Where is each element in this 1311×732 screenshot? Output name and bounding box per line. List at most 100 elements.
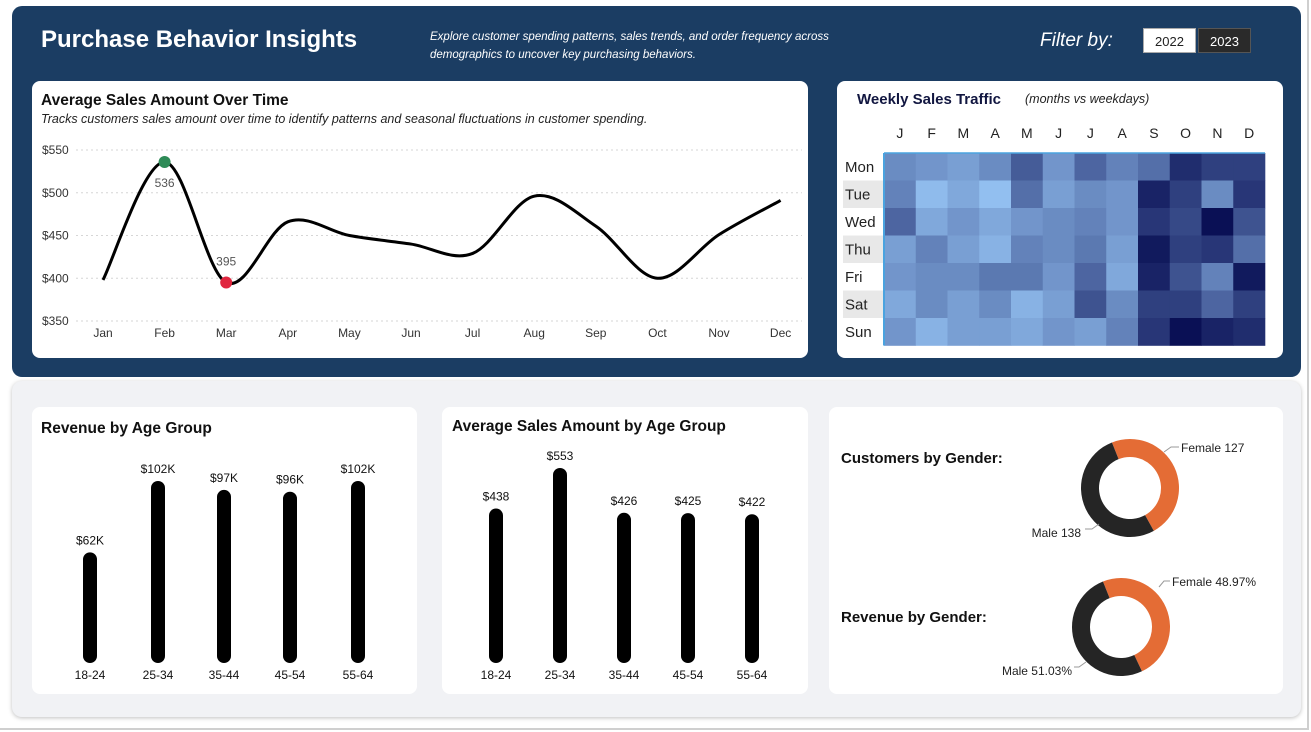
bar-value-label: $62K [76,533,104,547]
revenue-female-label: Female 48.97% [1172,575,1256,589]
bar-value-label: $426 [611,494,638,508]
bar-value-label: $553 [547,449,574,463]
heatmap-cell [1011,235,1044,264]
bar-category-label: 45-54 [275,668,306,682]
heatmap-month-label: D [1244,125,1254,141]
heatmap-cell [1042,153,1075,181]
heatmap-cell [947,153,980,181]
heatmap-cell [884,180,917,209]
heatmap-cell [947,180,980,209]
heatmap-cell [979,290,1012,319]
bar [217,489,231,663]
heatmap-month-label: A [990,125,1000,141]
heatmap-month-label: J [1055,125,1062,141]
heatmap-cell [1138,208,1171,236]
revenue-bar-chart: $62K 18-24 $102K 25-34 $97K 35-44 $96K 45-54 $10… [75,462,376,682]
x-tick-label: May [338,326,361,340]
heatmap-cell [915,153,948,181]
bar [745,514,759,663]
x-tick-label: Nov [708,326,729,340]
heatmap-cell [1074,290,1107,319]
customers-female-label: Female 127 [1181,441,1245,455]
x-tick-label: Oct [648,326,667,340]
y-tick-label: $550 [42,143,69,157]
revenue-chart-title: Revenue by Age Group [41,420,212,437]
heatmap-cell [1074,153,1107,181]
heatmap-cell [1042,208,1075,236]
x-tick-label: Mar [216,326,237,340]
heatmap-cell [1011,180,1044,209]
heatmap-cell [1169,263,1202,291]
heatmap-cell [1042,290,1075,319]
bar-value-label: $97K [210,471,238,485]
heatmap-cell [1074,263,1107,291]
heatmap-cell [979,153,1012,181]
revenue-male-leader [1074,661,1087,668]
heatmap-cell [1042,180,1075,209]
revenue-male-label: Male 51.03% [1002,664,1072,678]
customers-male-leader [1085,523,1100,530]
heatmap-cell [1042,318,1075,346]
heatmap-cell [1169,318,1202,346]
bar [83,552,97,663]
heatmap-cell [1233,208,1266,236]
heatmap-cell [884,318,917,346]
bar-value-label: $422 [739,495,766,509]
heatmap-day-label: Sun [845,324,872,341]
heatmap-cell [1138,235,1171,264]
customers-female-leader [1163,446,1179,453]
sales-line [101,160,782,286]
heatmap-cell [979,180,1012,209]
filter-label: Filter by: [1040,30,1113,51]
heatmap-cell [979,263,1012,291]
y-tick-label: $400 [42,271,69,285]
year-2022-button[interactable]: 2022 [1143,28,1196,53]
heatmap-cell [1011,318,1044,346]
gender-donut-charts: Female 127 Male 138 Female 48.97% Male 51.0… [1002,438,1256,678]
heatmap-month-label: O [1180,125,1191,141]
heatmap-cell [1074,180,1107,209]
heatmap-month-label: J [1087,125,1094,141]
heatmap-chart: J F M A M J J A S O N D Mon Tue Wed Thu Fri Sat Sun [843,125,1266,346]
heatmap-cell [1201,180,1234,209]
page-subtitle: Explore customer spending patterns, sale… [430,31,829,61]
bar-category-label: 25-34 [545,668,576,682]
line-chart-title: Average Sales Amount Over Time [41,92,289,109]
heatmap-month-label: A [1117,125,1127,141]
heatmap-cell [915,290,948,319]
page-title: Purchase Behavior Insights [41,26,358,53]
heatmap-cell [1233,180,1266,209]
heatmap-cell [1201,263,1234,291]
heatmap-row-band [843,290,883,318]
heatmap-cell [1201,208,1234,236]
heatmap-cell [1011,153,1044,181]
heatmap-cell [1169,235,1202,264]
line-chart-subtitle: Tracks customers sales amount over time … [41,112,648,126]
x-tick-label: Feb [154,326,175,340]
x-tick-label: Sep [585,326,607,340]
heatmap-cell [1011,290,1044,319]
heatmap-cell [1138,180,1171,209]
customers-male-label: Male 138 [1032,526,1082,540]
heatmap-month-label: F [927,125,936,141]
heatmap-cell [1011,263,1044,291]
x-tick-label: Jul [465,326,480,340]
heatmap-month-label: M [958,125,970,141]
bar [151,481,165,663]
peak-point [158,155,171,168]
heatmap-cell [915,235,948,264]
heatmap-row-band [843,153,883,181]
revenue-male-slice [1072,581,1142,676]
bar-category-label: 25-34 [143,668,174,682]
heatmap-cell [1201,153,1234,181]
year-2023-button[interactable]: 2023 [1198,28,1251,53]
heatmap-cell [1106,290,1139,319]
bar-category-label: 55-64 [343,668,374,682]
heatmap-day-label: Tue [845,187,870,204]
heatmap-cell [884,153,917,181]
heatmap-cell [1169,153,1202,181]
heatmap-row-band [843,235,883,263]
heatmap-cell [1138,263,1171,291]
heatmap-day-label: Sat [845,297,868,314]
